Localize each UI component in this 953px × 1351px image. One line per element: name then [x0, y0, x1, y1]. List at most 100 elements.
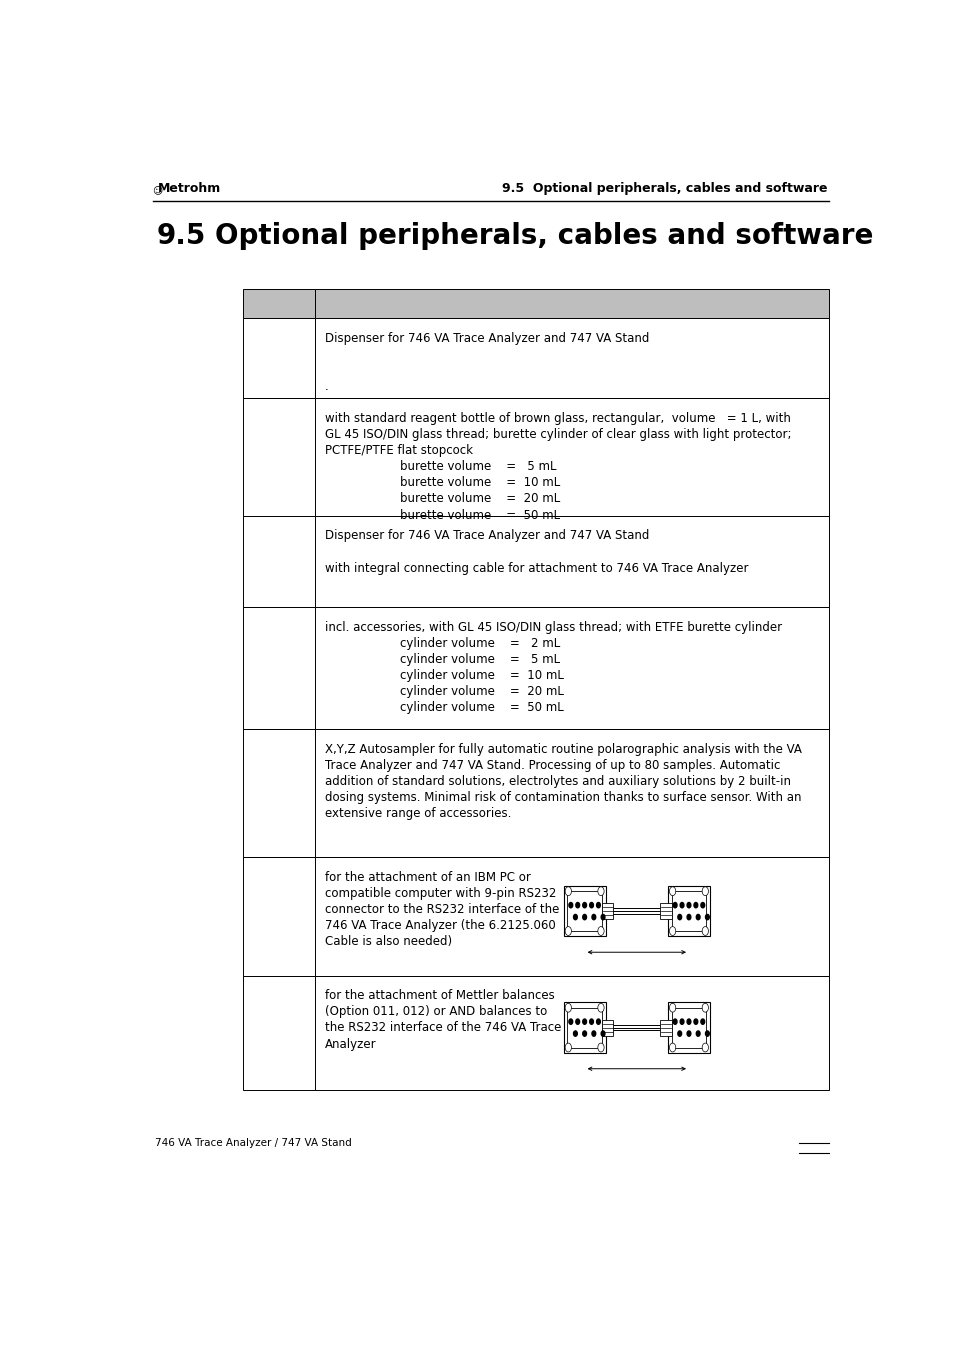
Text: incl. accessories, with GL 45 ISO/DIN glass thread; with ETFE burette cylinder: incl. accessories, with GL 45 ISO/DIN gl… — [324, 621, 781, 634]
Bar — [314, 730, 828, 857]
Circle shape — [568, 1019, 572, 1024]
Bar — [314, 399, 828, 516]
Circle shape — [596, 1019, 599, 1024]
Text: addition of standard solutions, electrolytes and auxiliary solutions by 2 built-: addition of standard solutions, electrol… — [324, 775, 790, 788]
Text: for the attachment of Mettler balances: for the attachment of Mettler balances — [324, 989, 554, 1002]
Circle shape — [576, 902, 579, 908]
Circle shape — [669, 1004, 675, 1012]
Bar — [314, 857, 828, 975]
Circle shape — [696, 915, 700, 920]
Text: 746 VA Trace Analyzer / 747 VA Stand: 746 VA Trace Analyzer / 747 VA Stand — [154, 1138, 351, 1148]
Bar — [243, 399, 314, 516]
Circle shape — [669, 927, 675, 935]
Circle shape — [679, 902, 683, 908]
Circle shape — [600, 1031, 604, 1036]
Bar — [567, 892, 601, 931]
Circle shape — [573, 1031, 577, 1036]
Circle shape — [582, 915, 586, 920]
Circle shape — [686, 915, 690, 920]
Circle shape — [705, 915, 708, 920]
Text: with standard reagent bottle of brown glass, rectangular,  volume   = 1 L, with: with standard reagent bottle of brown gl… — [324, 412, 790, 424]
Circle shape — [598, 886, 603, 896]
Circle shape — [573, 915, 577, 920]
Text: for the attachment of an IBM PC or: for the attachment of an IBM PC or — [324, 870, 530, 884]
Circle shape — [678, 1031, 680, 1036]
Circle shape — [701, 1043, 708, 1052]
Circle shape — [669, 886, 675, 896]
Text: cylinder volume    =   5 mL: cylinder volume = 5 mL — [324, 653, 559, 666]
Text: 9.5  Optional peripherals, cables and software: 9.5 Optional peripherals, cables and sof… — [501, 182, 826, 196]
Text: the RS232 interface of the 746 VA Trace: the RS232 interface of the 746 VA Trace — [324, 1021, 560, 1035]
Text: Dispenser for 746 VA Trace Analyzer and 747 VA Stand: Dispenser for 746 VA Trace Analyzer and … — [324, 332, 648, 345]
Circle shape — [576, 1019, 579, 1024]
Circle shape — [598, 927, 603, 935]
Circle shape — [669, 1043, 675, 1052]
Text: GL 45 ISO/DIN glass thread; burette cylinder of clear glass with light protector: GL 45 ISO/DIN glass thread; burette cyli… — [324, 428, 790, 440]
Text: burette volume    =  20 mL: burette volume = 20 mL — [324, 492, 559, 505]
Text: cylinder volume    =   2 mL: cylinder volume = 2 mL — [324, 638, 559, 650]
Circle shape — [582, 1031, 586, 1036]
Text: burette volume    =  10 mL: burette volume = 10 mL — [324, 477, 559, 489]
Text: Cable is also needed): Cable is also needed) — [324, 935, 452, 948]
Bar — [243, 317, 314, 399]
Bar — [671, 892, 705, 931]
Circle shape — [673, 1019, 677, 1024]
Text: Analyzer: Analyzer — [324, 1038, 376, 1051]
Circle shape — [598, 1004, 603, 1012]
Text: extensive range of accessories.: extensive range of accessories. — [324, 807, 511, 820]
Bar — [659, 904, 671, 919]
Text: dosing systems. Minimal risk of contamination thanks to surface sensor. With an: dosing systems. Minimal risk of contamin… — [324, 790, 801, 804]
Bar — [314, 317, 828, 399]
Circle shape — [686, 1019, 690, 1024]
Text: PCTFE/PTFE flat stopcock: PCTFE/PTFE flat stopcock — [324, 444, 473, 457]
Text: 9.5: 9.5 — [156, 223, 206, 250]
Circle shape — [700, 902, 704, 908]
Circle shape — [598, 1043, 603, 1052]
Circle shape — [701, 886, 708, 896]
Circle shape — [693, 902, 697, 908]
Circle shape — [673, 902, 677, 908]
Circle shape — [701, 927, 708, 935]
Text: X,Y,Z Autosampler for fully automatic routine polarographic analysis with the VA: X,Y,Z Autosampler for fully automatic ro… — [324, 743, 801, 755]
Circle shape — [600, 915, 604, 920]
Circle shape — [700, 1019, 704, 1024]
Circle shape — [696, 1031, 700, 1036]
Circle shape — [589, 902, 593, 908]
Text: Metrohm: Metrohm — [157, 182, 221, 196]
Circle shape — [592, 915, 595, 920]
Text: connector to the RS232 interface of the: connector to the RS232 interface of the — [324, 902, 558, 916]
Circle shape — [693, 1019, 697, 1024]
Text: (Option 011, 012) or AND balances to: (Option 011, 012) or AND balances to — [324, 1005, 546, 1019]
Bar — [667, 1002, 709, 1052]
Text: ☺: ☺ — [152, 185, 162, 196]
Bar — [243, 608, 314, 730]
Bar — [243, 857, 314, 975]
Bar — [667, 886, 709, 936]
Circle shape — [701, 1004, 708, 1012]
Bar — [563, 1002, 605, 1052]
Text: with integral connecting cable for attachment to 746 VA Trace Analyzer: with integral connecting cable for attac… — [324, 562, 747, 574]
Circle shape — [564, 1004, 571, 1012]
Bar — [659, 1020, 671, 1036]
Bar — [314, 289, 828, 319]
Bar — [314, 516, 828, 608]
Circle shape — [589, 1019, 593, 1024]
Bar — [243, 730, 314, 857]
Bar — [671, 1008, 705, 1047]
Circle shape — [678, 915, 680, 920]
Circle shape — [582, 902, 586, 908]
Bar — [243, 289, 314, 319]
Circle shape — [564, 1043, 571, 1052]
Text: compatible computer with 9-pin RS232: compatible computer with 9-pin RS232 — [324, 886, 556, 900]
Circle shape — [564, 886, 571, 896]
Bar — [601, 904, 613, 919]
Circle shape — [679, 1019, 683, 1024]
Text: burette volume    =   5 mL: burette volume = 5 mL — [324, 461, 556, 473]
Text: cylinder volume    =  50 mL: cylinder volume = 50 mL — [324, 701, 563, 715]
Text: cylinder volume    =  10 mL: cylinder volume = 10 mL — [324, 669, 563, 682]
Bar — [243, 975, 314, 1090]
Circle shape — [596, 902, 599, 908]
Bar — [567, 1008, 601, 1047]
Bar — [243, 516, 314, 608]
Circle shape — [686, 1031, 690, 1036]
